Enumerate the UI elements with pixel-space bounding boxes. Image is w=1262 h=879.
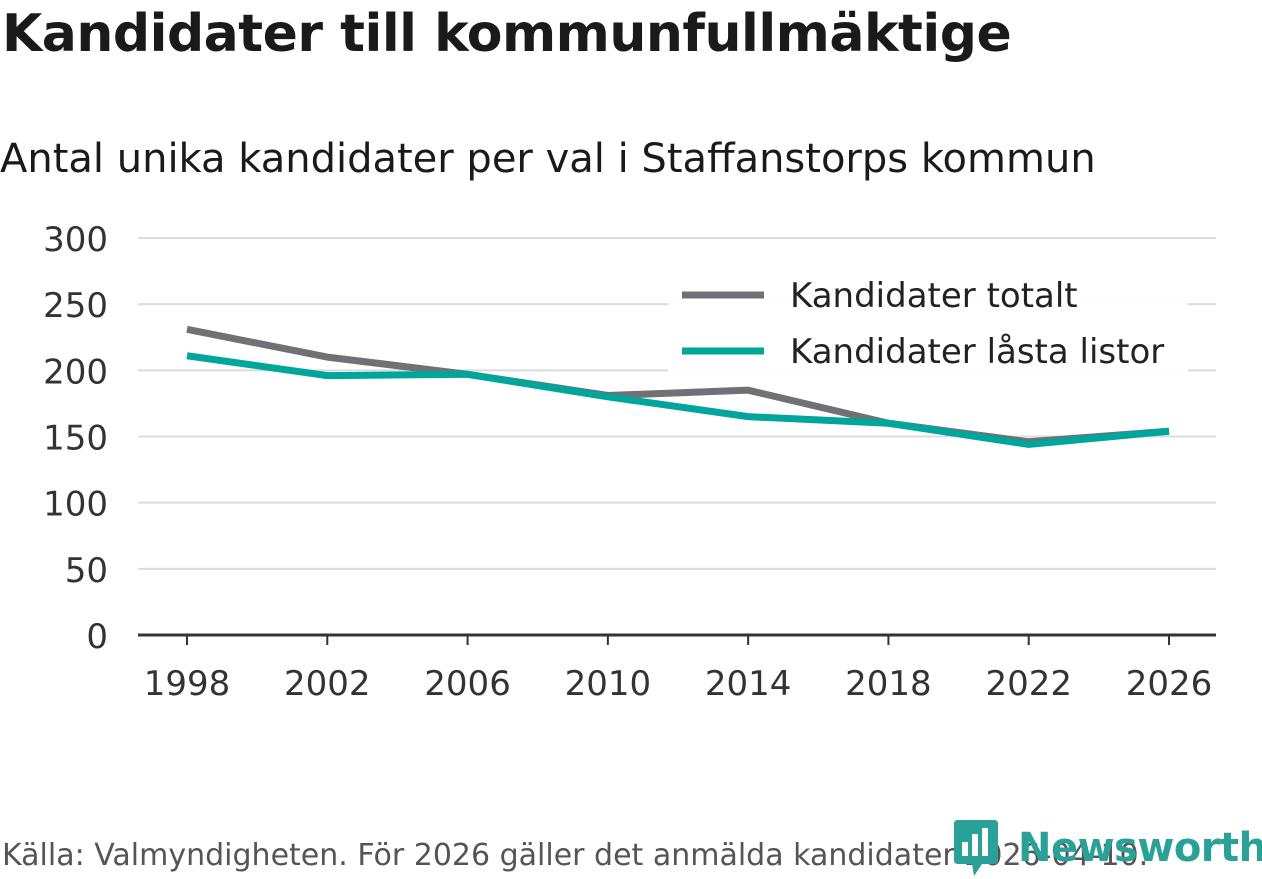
y-tick-label-250: 250 [43,286,108,326]
y-tick-label-200: 200 [43,352,108,392]
legend-background [668,270,1188,380]
chart-subtitle: Antal unika kandidater per val i Staffan… [0,136,1096,182]
x-tick-label-2018: 2018 [845,664,932,704]
y-tick-label-0: 0 [86,617,108,657]
x-tick-label-2006: 2006 [424,664,511,704]
y-tick-label-100: 100 [43,485,108,525]
y-tick-label-50: 50 [65,551,108,591]
series-line-kandidater-lasta-listor [186,352,1170,448]
x-tick-label-1998: 1998 [144,664,231,704]
x-tick-label-2026: 2026 [1126,664,1213,704]
chart-title: Kandidater till kommunfullmäktige [2,4,1012,64]
x-tick-label-2014: 2014 [705,664,792,704]
brand-name: Newsworthy [1018,825,1262,871]
legend-label-lasta: Kandidater låsta listor [790,332,1164,372]
y-tick-label-150: 150 [43,419,108,459]
y-tick-label-300: 300 [43,220,108,260]
newsworthy-logo-icon [954,820,998,876]
x-tick-label-2022: 2022 [985,664,1072,704]
legend-label-totalt: Kandidater totalt [790,276,1078,316]
x-tick-label-2002: 2002 [284,664,371,704]
x-tick-label-2010: 2010 [565,664,652,704]
brand-logo: Newsworthy [952,818,1262,878]
